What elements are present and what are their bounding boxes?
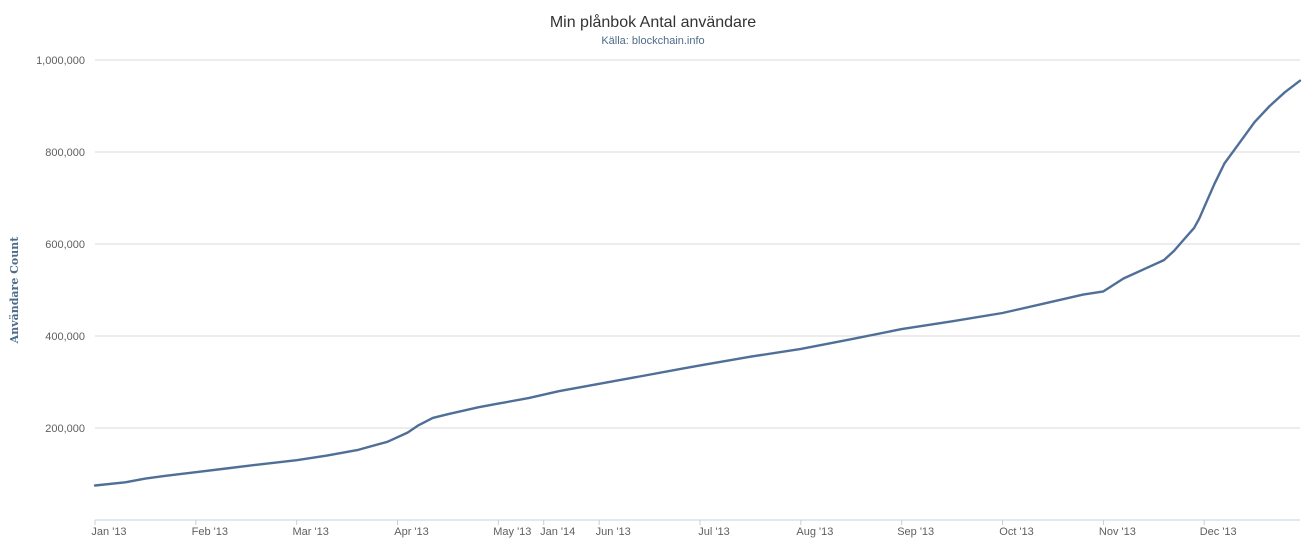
series-line-0 bbox=[93, 79, 1302, 487]
x-tick-label: Sep '13 bbox=[897, 526, 934, 538]
x-tick-label: Mar '13 bbox=[293, 526, 329, 538]
x-tick-label: Jan '14 bbox=[540, 526, 575, 538]
y-tick-label: 1,000,000 bbox=[36, 55, 85, 67]
y-tick-label: 600,000 bbox=[45, 239, 85, 251]
y-tick-label: 400,000 bbox=[45, 331, 85, 343]
x-tick-label: Apr '13 bbox=[394, 526, 429, 538]
chart-title: Min plånbok Antal användare bbox=[550, 13, 756, 31]
x-axis: Jan '13 Feb '13 Mar '13 Apr '13 May '13 Jan '… bbox=[91, 519, 1300, 538]
y-tick-label: 800,000 bbox=[45, 147, 85, 159]
y-axis-labels: 200,000 400,000 600,000 800,000 1,000,000 bbox=[36, 55, 85, 435]
x-tick-label: Jan '13 bbox=[91, 526, 126, 538]
chart-subtitle: Källa: blockchain.info bbox=[601, 35, 704, 47]
grid-lines bbox=[95, 59, 1300, 429]
y-axis-title: Användare Count bbox=[8, 236, 21, 345]
x-tick-label: Aug '13 bbox=[796, 526, 833, 538]
x-tick-label: Jul '13 bbox=[698, 526, 729, 538]
x-tick-label: Oct '13 bbox=[999, 526, 1034, 538]
series-layer bbox=[93, 79, 1302, 487]
x-tick-label: Dec '13 bbox=[1200, 526, 1237, 538]
x-tick-label: Nov '13 bbox=[1099, 526, 1136, 538]
x-tick-label: Feb '13 bbox=[192, 526, 228, 538]
x-tick-label: Jun '13 bbox=[596, 526, 631, 538]
x-tick-label: May '13 bbox=[493, 526, 531, 538]
y-tick-label: 200,000 bbox=[45, 423, 85, 435]
